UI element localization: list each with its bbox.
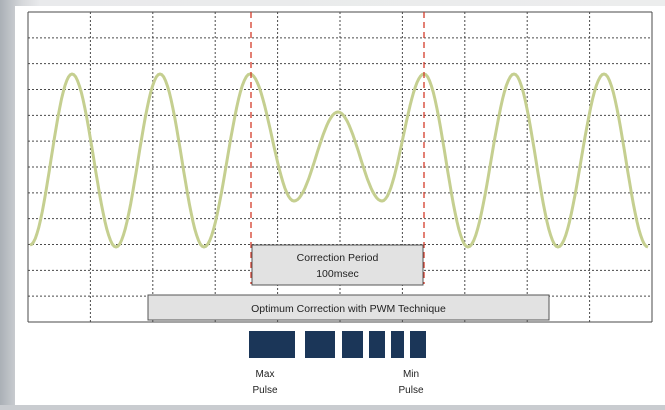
diagram-panel: Correction Period 100msec Optimum Correc…: [15, 6, 665, 405]
sine-waveform: [29, 72, 649, 249]
pwm-correction-diagram: Correction Period 100msec Optimum Correc…: [27, 11, 653, 396]
correction-period-label: Correction Period: [297, 252, 379, 264]
pwm-pulse: [410, 331, 426, 358]
technique-label: Optimum Correction with PWM Technique: [251, 303, 446, 315]
correction-period-value: 100msec: [316, 268, 359, 280]
max-pulse-label-line1: Max: [256, 369, 275, 380]
pwm-pulse-bar: [249, 331, 426, 358]
pwm-pulse: [391, 331, 404, 358]
pwm-pulse: [369, 331, 385, 358]
pwm-pulse: [342, 331, 363, 358]
pwm-pulse: [249, 331, 295, 358]
pwm-pulse: [305, 331, 335, 358]
min-pulse-label-line1: Min: [403, 369, 419, 380]
technique-banner: Optimum Correction with PWM Technique: [147, 294, 550, 321]
correction-period-box: Correction Period 100msec: [251, 244, 424, 286]
max-pulse-label-line2: Pulse: [252, 385, 277, 396]
min-pulse-label-line2: Pulse: [398, 385, 423, 396]
